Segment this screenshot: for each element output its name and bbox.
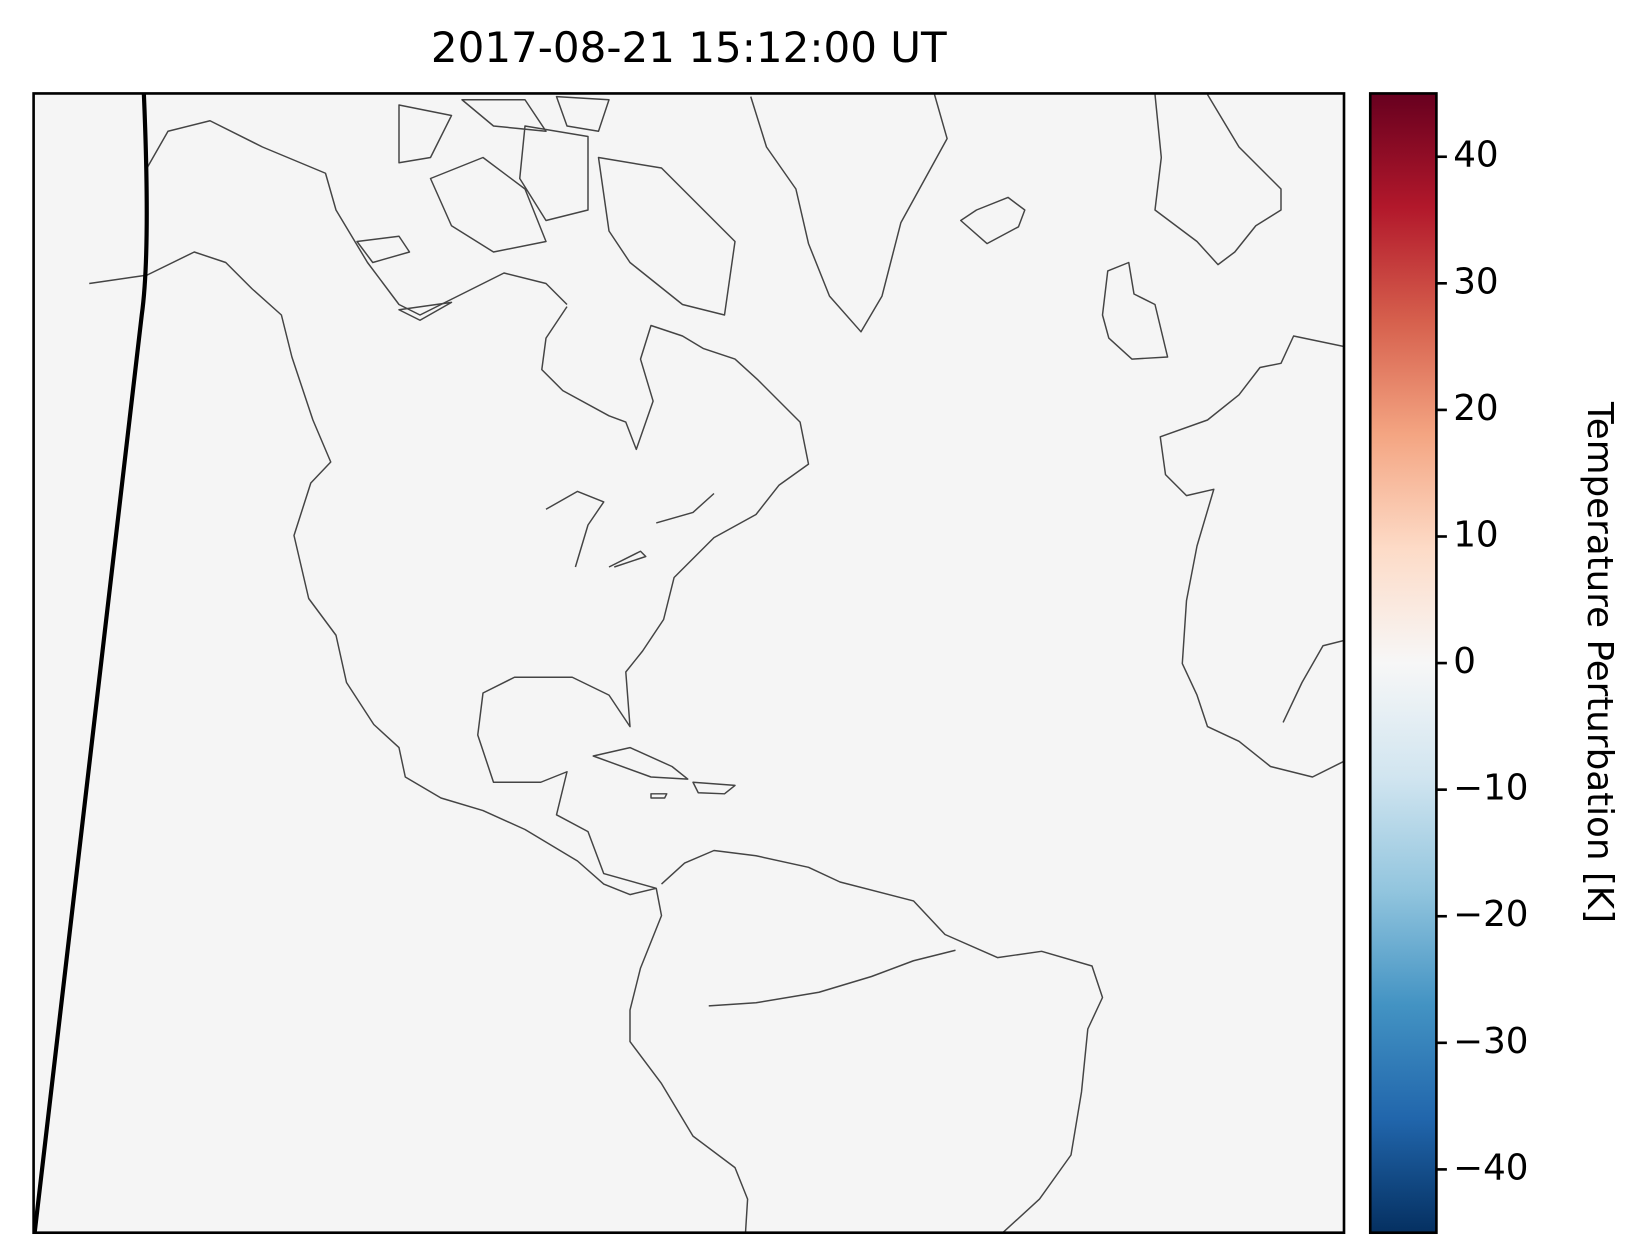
arctic-islands: [356, 95, 736, 321]
colorbar-tick-label: −30: [1453, 1021, 1528, 1062]
colorbar: [1368, 92, 1438, 1235]
greenland: [750, 94, 948, 333]
europe-africa: [1159, 335, 1344, 778]
arctic-coast: [146, 120, 568, 316]
colorbar-tick-label: −10: [1453, 768, 1528, 809]
terminator-line: [33, 93, 149, 1233]
colorbar-tick-label: −40: [1453, 1147, 1528, 1188]
map-background: [33, 93, 1345, 1233]
chart-title: 2017-08-21 15:12:00 UT: [431, 23, 947, 72]
caribbean: [592, 746, 736, 799]
great-lakes: [545, 490, 715, 568]
colorbar-tick-label: 30: [1453, 261, 1498, 302]
colorbar-tick-label: 10: [1453, 514, 1498, 555]
colorbar-tick-label: 40: [1453, 135, 1498, 176]
south-america: [629, 849, 1104, 1233]
british-isles: [1101, 261, 1169, 360]
coastlines: [89, 94, 1344, 1233]
iceland: [960, 196, 1026, 245]
colorbar-tick-label: 20: [1453, 388, 1498, 429]
colorbar-label: Temperature Perturbation [K]: [1579, 401, 1620, 923]
map-frame: [32, 92, 1346, 1235]
scandinavia: [1154, 94, 1282, 266]
colorbar-tick-label: 0: [1453, 641, 1476, 682]
colorbar-tick-label: −20: [1453, 894, 1528, 935]
north-america: [89, 251, 810, 896]
